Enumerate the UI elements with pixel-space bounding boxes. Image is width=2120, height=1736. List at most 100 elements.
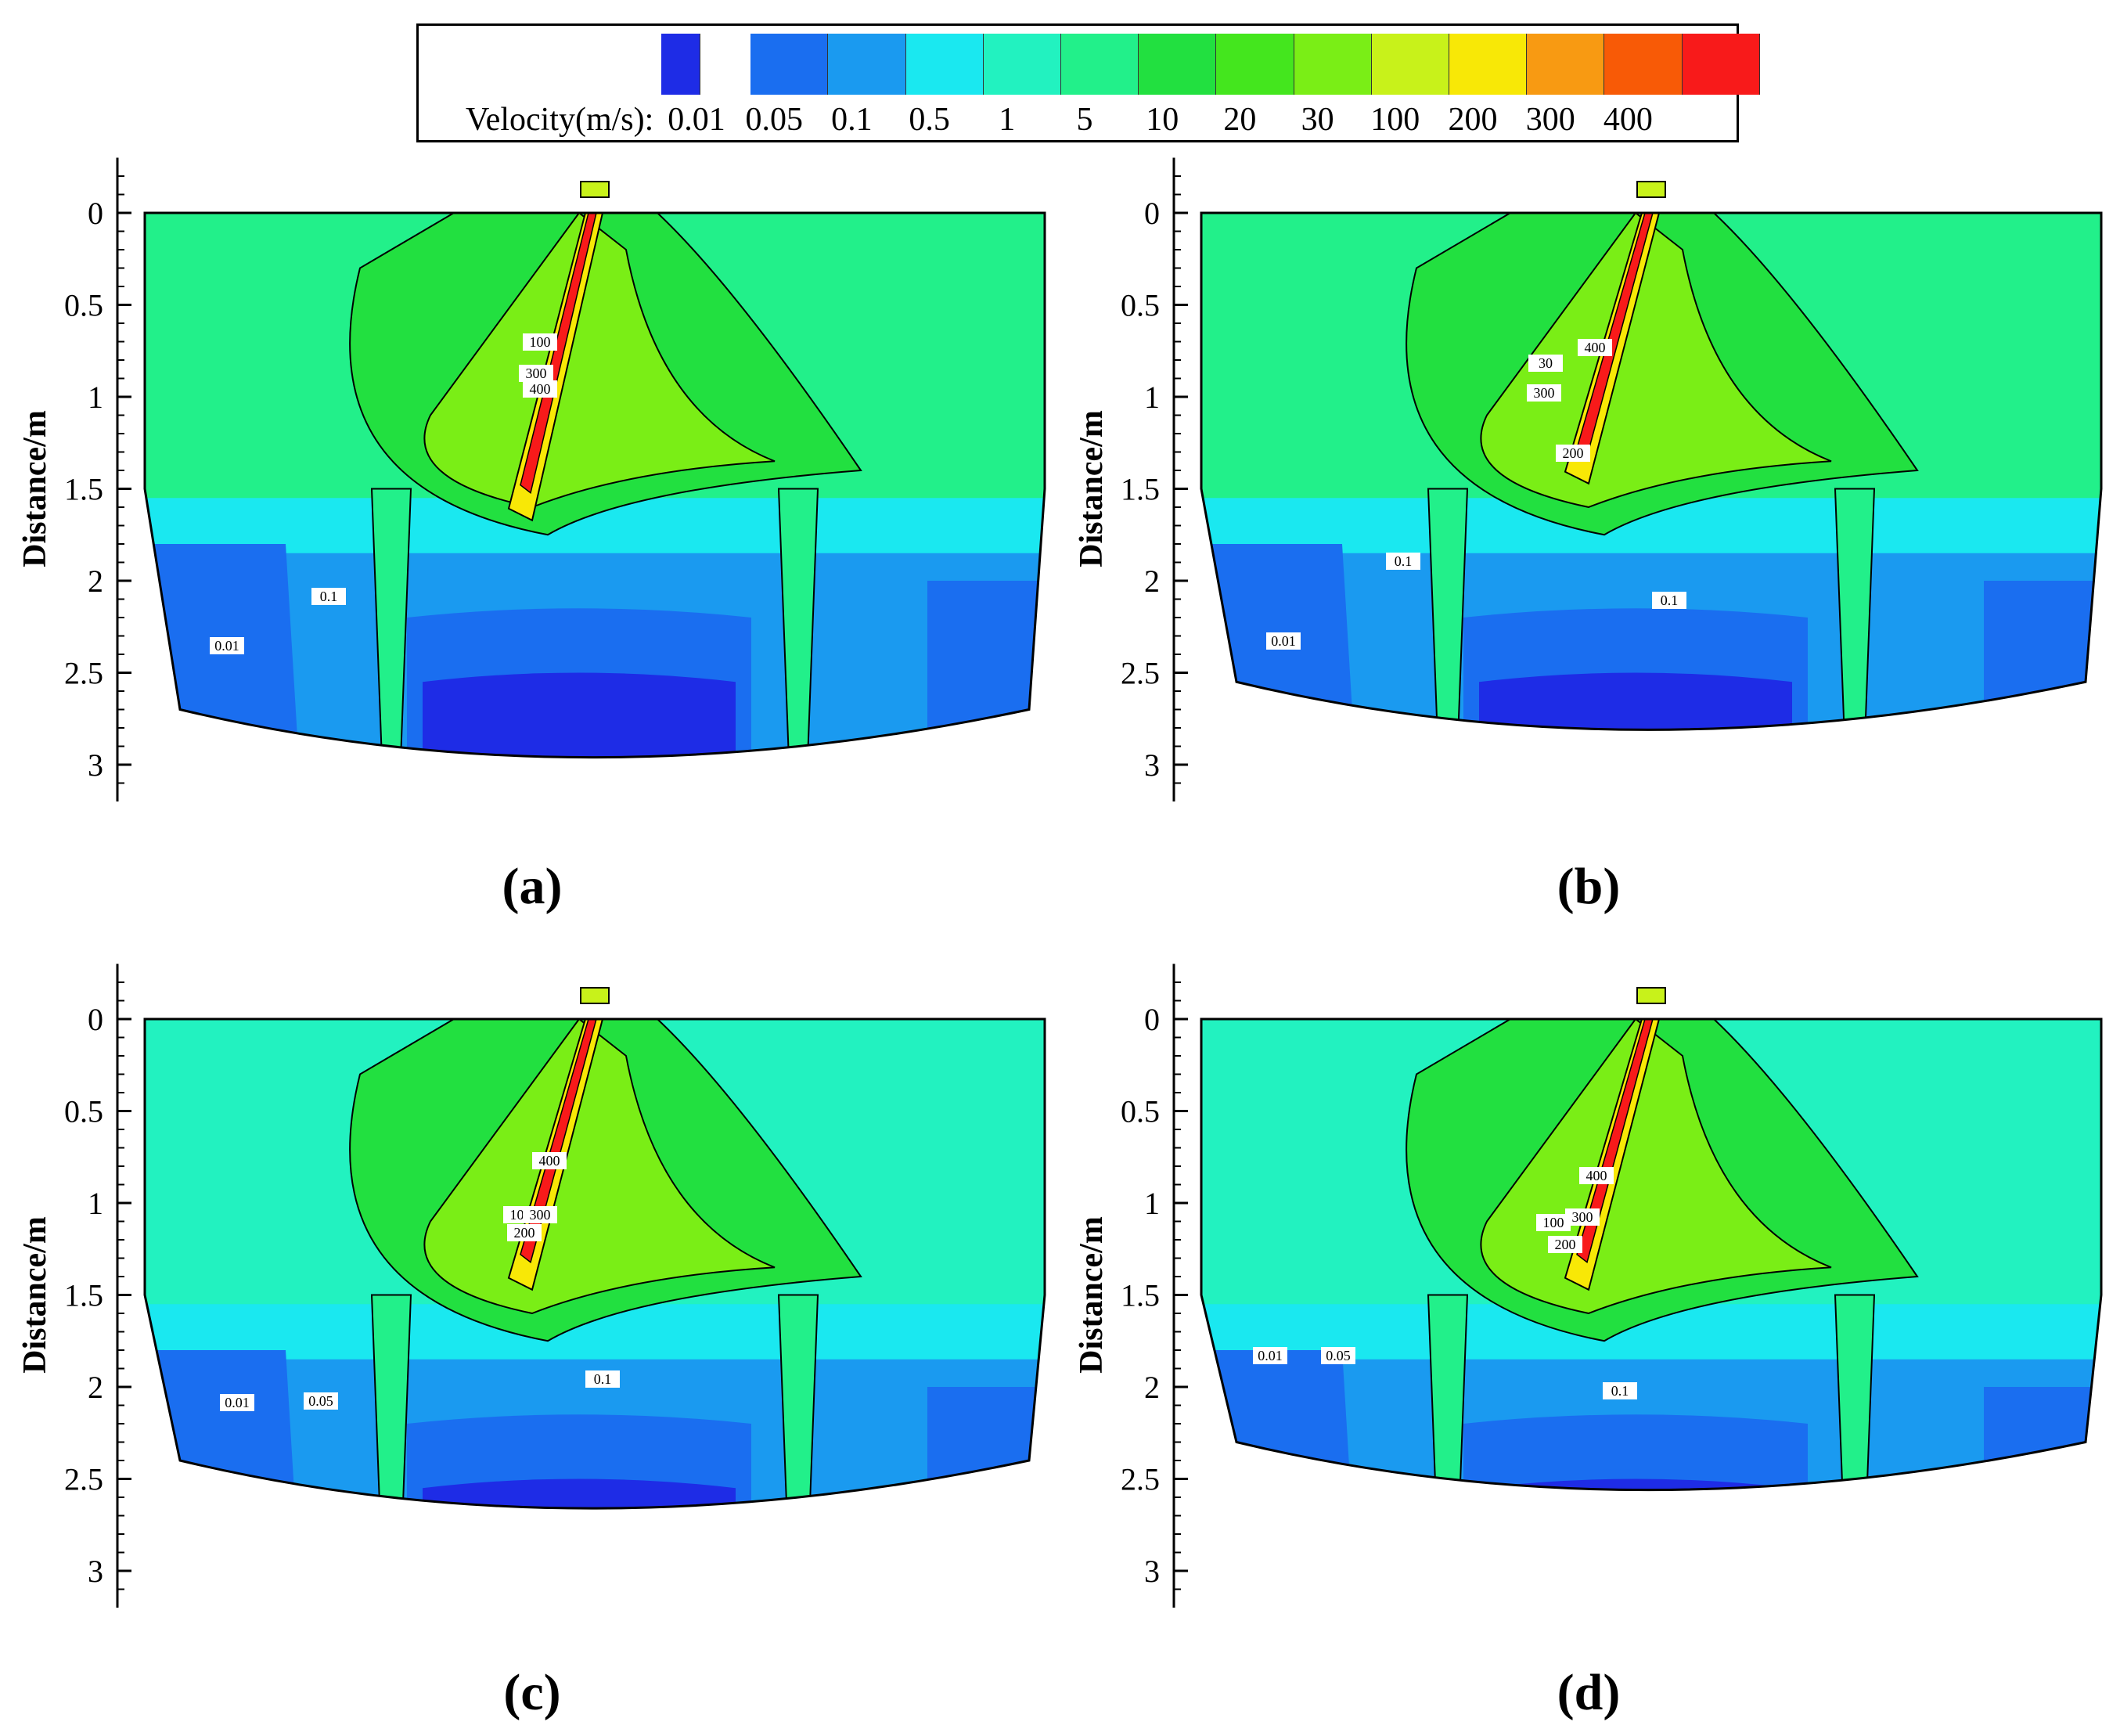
contour-label-bg [1527,384,1561,402]
domain-outline [143,1017,1046,1510]
contour-label-bg [523,1206,557,1223]
plume-0 [370,1294,412,1509]
contour-label-bg [311,588,346,605]
y-tick-label: 0.5 [1121,288,1160,323]
band-corner-left [1201,544,1358,730]
contour-label-bg [532,1152,567,1169]
y-tick-label: 0.5 [1121,1094,1160,1129]
contour-label-bg [1652,592,1686,609]
y-tick-label: 3 [1144,747,1160,783]
legend-swatch [1371,34,1449,95]
plume-1 [777,1294,819,1509]
legend-title: Velocity(m/s): [466,102,654,138]
legend-tick-label: 5 [1076,102,1093,138]
contour-label-bg [1266,632,1301,650]
jet-lobe-inner [423,213,776,509]
contour-label: 200 [1563,445,1584,461]
contour-label-bg [1253,1347,1287,1364]
y-axis-label: Distance/m [1074,410,1110,567]
contour-label-bg [1565,1208,1600,1226]
contour-label-bg [585,1370,620,1388]
contour-label: 400 [539,1153,560,1169]
contour-label: 0.01 [225,1395,250,1410]
band-corner-right [1984,1387,2101,1490]
contour-field [145,213,1045,758]
contour-label: 0.01 [1258,1348,1283,1363]
y-tick-label: 1 [1144,1186,1160,1221]
contour-label: 200 [1555,1237,1576,1252]
band-bottom-center [407,1414,751,1509]
y-axis-label: Distance/m [17,410,53,567]
legend-swatch [1061,34,1139,95]
contour-field [1201,213,2101,730]
contour-label-bg [1556,445,1590,462]
legend-swatch [1139,34,1217,95]
contour-label-bg [304,1392,338,1410]
nozzle [580,987,610,1004]
panel-c: 00.511.522.53Distance/m4001002003000.10.… [17,963,1046,1608]
legend-tick-label: 400 [1603,102,1653,138]
band-corner-right [927,1387,1045,1509]
y-tick-label: 1.5 [64,472,103,507]
plume-0 [1427,488,1469,730]
y-tick-label: 0 [1144,1002,1160,1037]
plume-1 [777,488,819,758]
y-tick-label: 0.5 [64,1094,103,1129]
contour-label-bg [1603,1382,1637,1399]
y-tick-label: 2 [1144,1370,1160,1405]
contour-label-bg [1528,355,1563,372]
contour-label: 300 [526,366,547,381]
legend-swatch [1449,34,1528,95]
panel-label-b: (b) [1557,858,1621,915]
contour-label: 0.05 [1326,1348,1351,1363]
y-tick-label: 1 [1144,380,1160,415]
contour-label: 400 [1586,1168,1607,1183]
contour-label: 0.1 [1395,553,1413,569]
domain-outline [143,211,1046,759]
contour-label-bg [523,333,557,351]
y-tick-label: 3 [88,1554,103,1589]
contour-label: 400 [1585,340,1606,355]
legend-tick-label: 0.1 [831,102,873,138]
y-tick-label: 1.5 [64,1278,103,1313]
nozzle [580,181,610,198]
legend-swatch [1682,34,1760,95]
y-tick-label: 0 [1144,196,1160,231]
legend-swatch [1216,34,1294,95]
y-tick-label: 0 [88,1002,103,1037]
contour-label: 0.1 [594,1371,612,1387]
legend-swatch [1527,34,1605,95]
jet-core [520,1019,597,1264]
legend-tick-label: 0.01 [668,102,725,138]
contour-label: 400 [530,381,551,397]
contour-label-bg [523,380,557,398]
contour-label: 100 [1543,1215,1564,1230]
contour-label: 30 [1539,355,1553,371]
contour-label-bg [1386,553,1420,570]
y-tick-label: 2 [1144,564,1160,599]
contour-label: 0.1 [320,589,338,604]
y-axis-label: Distance/m [17,1216,53,1374]
contour-label-bg [1321,1347,1355,1364]
legend-tick-label: 1 [999,102,1016,138]
y-tick-label: 2.5 [1121,656,1160,691]
legend-swatch [983,34,1061,95]
contour-label: 300 [1572,1209,1593,1225]
band-corner-left [145,1350,301,1509]
contour-label: 0.05 [308,1393,333,1409]
plume-1 [1834,488,1876,730]
legend-swatch [661,34,700,95]
color-legend: Velocity(m/s): 0.01 0.05 0.1 0.5 1 5 10 20 30 100… [416,23,1760,142]
y-tick-label: 2.5 [64,1462,103,1497]
y-tick-label: 0.5 [64,288,103,323]
contour-label: 0.01 [1271,633,1296,649]
legend-swatch [905,34,984,95]
legend-swatch [828,34,906,95]
panel-label-c: (c) [503,1664,561,1721]
plume-0 [1427,1294,1469,1490]
domain-outline [1200,211,2103,731]
y-tick-label: 2 [88,564,103,599]
panel-label-d: (d) [1557,1664,1621,1721]
